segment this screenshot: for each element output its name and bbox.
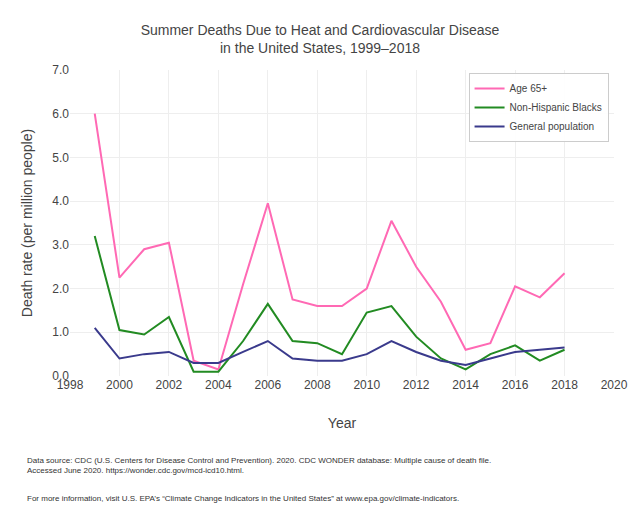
- svg-text:Year: Year: [328, 415, 357, 431]
- svg-text:2.0: 2.0: [52, 282, 69, 296]
- svg-text:2002: 2002: [156, 378, 183, 392]
- svg-text:Summer Deaths Due to Heat and: Summer Deaths Due to Heat and Cardiovasc…: [141, 22, 500, 56]
- svg-text:Non-Hispanic Blacks: Non-Hispanic Blacks: [510, 102, 602, 113]
- svg-text:2008: 2008: [304, 378, 331, 392]
- svg-text:1.0: 1.0: [52, 325, 69, 339]
- svg-text:For more information, visit U.: For more information, visit U.S. EPA’s “…: [27, 494, 459, 503]
- svg-text:General population: General population: [510, 121, 595, 132]
- svg-text:Age 65+: Age 65+: [510, 83, 548, 94]
- svg-text:Death rate (per million people: Death rate (per million people): [19, 129, 35, 317]
- svg-text:Data source: CDC (U.S. Centers: Data source: CDC (U.S. Centers for Disea…: [27, 456, 491, 475]
- svg-text:2006: 2006: [254, 378, 281, 392]
- svg-text:2020: 2020: [601, 378, 628, 392]
- svg-text:1998: 1998: [57, 378, 84, 392]
- svg-text:2000: 2000: [106, 378, 133, 392]
- svg-text:2016: 2016: [502, 378, 529, 392]
- svg-text:2010: 2010: [353, 378, 380, 392]
- svg-text:7.0: 7.0: [52, 63, 69, 77]
- svg-text:5.0: 5.0: [52, 151, 69, 165]
- svg-text:0.0: 0.0: [52, 369, 69, 383]
- svg-text:2014: 2014: [452, 378, 479, 392]
- svg-text:3.0: 3.0: [52, 238, 69, 252]
- svg-text:2004: 2004: [205, 378, 232, 392]
- svg-text:2012: 2012: [403, 378, 430, 392]
- svg-text:2018: 2018: [551, 378, 578, 392]
- svg-text:6.0: 6.0: [52, 107, 69, 121]
- svg-text:4.0: 4.0: [52, 194, 69, 208]
